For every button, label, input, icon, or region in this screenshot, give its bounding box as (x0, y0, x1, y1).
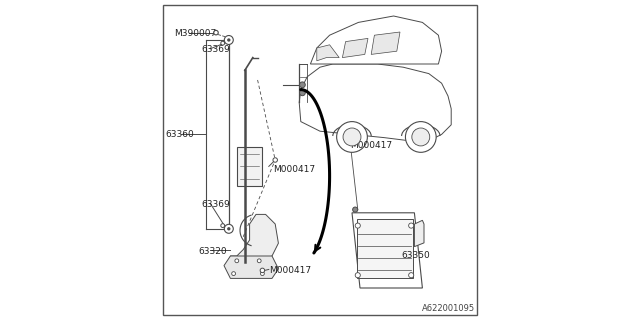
Circle shape (353, 207, 358, 212)
Polygon shape (310, 16, 442, 64)
Text: A622001095: A622001095 (422, 304, 475, 313)
Polygon shape (224, 256, 278, 278)
Circle shape (232, 272, 236, 276)
Polygon shape (300, 64, 451, 141)
Circle shape (228, 228, 230, 230)
Bar (357, 219, 413, 278)
Circle shape (343, 128, 361, 146)
Text: 63369: 63369 (202, 200, 230, 209)
Text: M000417: M000417 (274, 165, 316, 174)
Text: M000417: M000417 (351, 141, 392, 150)
Polygon shape (230, 214, 278, 262)
Circle shape (406, 122, 436, 152)
Circle shape (235, 259, 239, 263)
Polygon shape (342, 38, 368, 58)
Circle shape (355, 223, 360, 228)
Polygon shape (415, 220, 424, 247)
Text: 63369: 63369 (202, 45, 230, 54)
Circle shape (257, 259, 261, 263)
Circle shape (355, 273, 360, 278)
Circle shape (337, 122, 367, 152)
Polygon shape (317, 45, 339, 61)
Circle shape (221, 224, 225, 228)
Text: M000417: M000417 (269, 266, 311, 275)
Circle shape (225, 36, 234, 44)
Circle shape (300, 90, 305, 96)
Bar (237, 147, 262, 186)
Circle shape (225, 224, 234, 233)
Circle shape (221, 41, 225, 45)
Polygon shape (352, 213, 422, 288)
Circle shape (408, 273, 414, 278)
Text: 63320: 63320 (198, 247, 227, 256)
Polygon shape (371, 32, 400, 54)
Circle shape (214, 30, 218, 35)
Text: 63350: 63350 (402, 252, 430, 260)
Circle shape (260, 272, 264, 276)
Circle shape (300, 82, 305, 88)
Circle shape (228, 39, 230, 41)
Circle shape (260, 268, 265, 273)
Text: M390007: M390007 (174, 29, 217, 38)
Circle shape (408, 223, 414, 228)
Circle shape (273, 158, 278, 162)
Text: 63360: 63360 (166, 130, 195, 139)
Circle shape (412, 128, 430, 146)
